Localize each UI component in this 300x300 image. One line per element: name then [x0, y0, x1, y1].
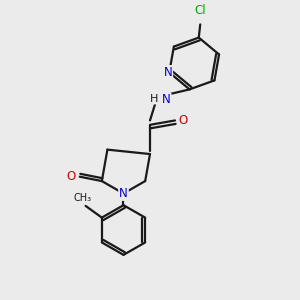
Text: CH₃: CH₃	[74, 193, 92, 203]
Text: Cl: Cl	[194, 4, 206, 17]
Text: H: H	[150, 94, 159, 103]
Text: O: O	[67, 170, 76, 183]
Text: N: N	[162, 94, 171, 106]
Text: O: O	[178, 114, 188, 127]
Text: N: N	[164, 66, 172, 79]
Text: N: N	[119, 187, 128, 200]
